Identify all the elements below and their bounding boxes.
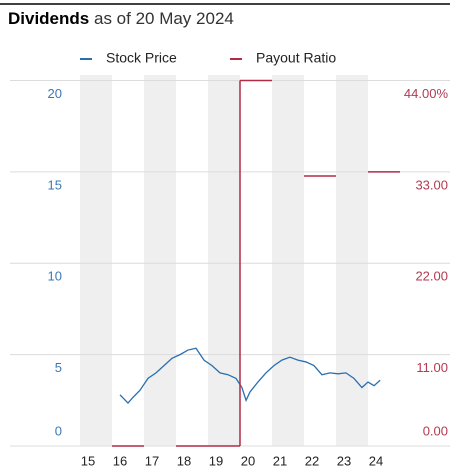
chart-title: Dividends (8, 9, 89, 28)
year-band (336, 75, 368, 446)
x-tick-label: 24 (369, 453, 383, 468)
legend-label: Payout Ratio (256, 50, 336, 66)
y-tick-label: 10 (48, 269, 62, 284)
x-tick-label: 19 (209, 453, 223, 468)
x-tick-label: 18 (177, 453, 191, 468)
y2-tick-label: 11.00 (416, 360, 448, 375)
y2-tick-label: 0.00 (423, 423, 448, 438)
x-tick-label: 16 (113, 453, 127, 468)
x-tick-label: 22 (305, 453, 319, 468)
x-tick-label: 17 (145, 453, 159, 468)
x-tick-label: 15 (81, 453, 95, 468)
y2-tick-label: 22.00 (415, 269, 448, 284)
year-band (144, 75, 176, 446)
y2-tick-label: 33.00 (415, 177, 448, 192)
price-line (119, 347, 381, 405)
y-tick-label: 15 (48, 177, 62, 192)
legend-label: Stock Price (106, 50, 177, 66)
chart-heading: Dividends as of 20 May 2024 (8, 9, 234, 28)
year-band (272, 75, 304, 446)
x-tick-label: 23 (337, 453, 351, 468)
y-tick-label: 20 (48, 86, 62, 101)
x-tick-label: 20 (241, 453, 255, 468)
y2-tick-label: 44.00% (404, 86, 449, 101)
y-tick-label: 0 (55, 423, 62, 438)
year-band (80, 75, 112, 446)
x-tick-label: 21 (273, 453, 287, 468)
chart-subtitle: as of 20 May 2024 (94, 9, 234, 28)
plot-foreground: 15 16 17 18 19 20 21 22 23 24 0 5 10 15 20 0.00 11.00 22.… (48, 50, 449, 469)
plot-background (10, 75, 450, 447)
y-tick-label: 5 (55, 360, 62, 375)
year-band (208, 75, 240, 446)
